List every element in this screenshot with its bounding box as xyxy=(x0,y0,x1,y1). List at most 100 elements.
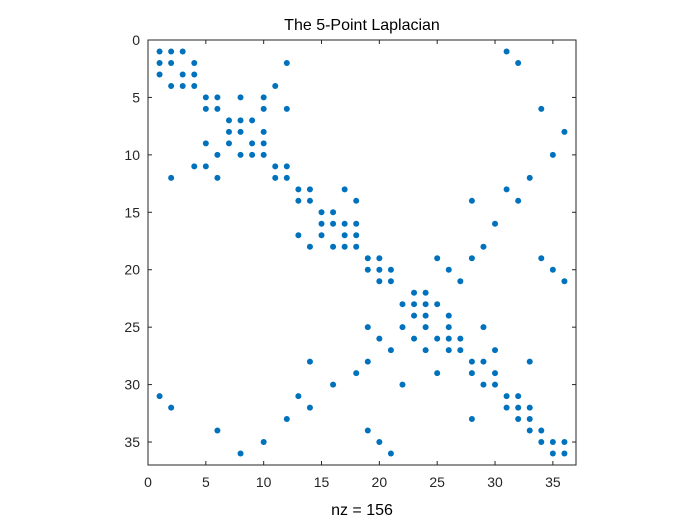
nonzero-point xyxy=(260,151,267,158)
nonzero-point xyxy=(399,381,406,388)
nonzero-point xyxy=(526,416,533,423)
nonzero-point xyxy=(492,347,499,354)
nonzero-point xyxy=(295,197,302,204)
nonzero-point xyxy=(318,209,325,216)
nonzero-point xyxy=(341,220,348,227)
nonzero-point xyxy=(538,255,545,262)
nonzero-point xyxy=(549,151,556,158)
nonzero-point xyxy=(364,358,371,365)
nonzero-point xyxy=(376,266,383,273)
nonzero-point xyxy=(457,347,464,354)
nonzero-point xyxy=(168,404,175,411)
nonzero-point xyxy=(387,278,394,285)
nonzero-point xyxy=(515,197,522,204)
nonzero-point xyxy=(306,404,313,411)
nonzero-point xyxy=(283,163,290,170)
nonzero-point xyxy=(318,232,325,239)
nonzero-point xyxy=(214,151,221,158)
nonzero-point xyxy=(561,450,568,457)
nonzero-point xyxy=(445,324,452,331)
nonzero-point xyxy=(411,289,418,296)
nonzero-point xyxy=(503,48,510,55)
nonzero-point xyxy=(538,439,545,446)
nonzero-point xyxy=(283,59,290,66)
x-tick-label: 25 xyxy=(429,474,445,490)
nonzero-point xyxy=(237,151,244,158)
nonzero-point xyxy=(492,381,499,388)
x-tick-label: 5 xyxy=(202,474,210,490)
points-layer xyxy=(156,48,568,457)
nonzero-point xyxy=(191,59,198,66)
x-tick-label: 0 xyxy=(144,474,152,490)
nonzero-point xyxy=(376,439,383,446)
nonzero-point xyxy=(561,128,568,135)
nonzero-point xyxy=(168,48,175,55)
nonzero-point xyxy=(249,140,256,147)
nonzero-point xyxy=(330,220,337,227)
nonzero-point xyxy=(561,439,568,446)
nonzero-point xyxy=(214,427,221,434)
nonzero-point xyxy=(445,347,452,354)
nonzero-point xyxy=(480,381,487,388)
nonzero-point xyxy=(457,278,464,285)
nonzero-point xyxy=(168,174,175,181)
nonzero-point xyxy=(295,186,302,193)
nonzero-point xyxy=(260,105,267,112)
nonzero-point xyxy=(214,94,221,101)
nonzero-point xyxy=(249,151,256,158)
nonzero-point xyxy=(341,243,348,250)
x-tick-label: 30 xyxy=(487,474,503,490)
nonzero-point xyxy=(399,324,406,331)
nonzero-point xyxy=(549,266,556,273)
nonzero-point xyxy=(549,450,556,457)
nonzero-point xyxy=(202,140,209,147)
y-tick-label: 15 xyxy=(124,204,140,220)
nonzero-point xyxy=(480,324,487,331)
nonzero-point xyxy=(202,163,209,170)
nonzero-point xyxy=(561,278,568,285)
nonzero-point xyxy=(515,404,522,411)
nonzero-point xyxy=(237,128,244,135)
nonzero-point xyxy=(515,416,522,423)
nonzero-point xyxy=(156,393,163,400)
nonzero-point xyxy=(260,140,267,147)
nonzero-point xyxy=(283,105,290,112)
x-tick-label: 35 xyxy=(545,474,561,490)
nonzero-point xyxy=(526,358,533,365)
nonzero-point xyxy=(179,48,186,55)
nonzero-point xyxy=(306,197,313,204)
nonzero-point xyxy=(237,117,244,124)
nonzero-point xyxy=(468,370,475,377)
nonzero-point xyxy=(225,117,232,124)
y-tick-label: 25 xyxy=(124,319,140,335)
nonzero-point xyxy=(364,255,371,262)
nonzero-point xyxy=(214,105,221,112)
y-tick-label: 35 xyxy=(124,434,140,450)
nonzero-point xyxy=(156,59,163,66)
nonzero-point xyxy=(237,450,244,457)
nonzero-point xyxy=(387,266,394,273)
nonzero-point xyxy=(515,393,522,400)
y-tick-label: 5 xyxy=(132,89,140,105)
y-tick-label: 0 xyxy=(132,32,140,48)
nonzero-point xyxy=(225,128,232,135)
nonzero-point xyxy=(422,312,429,319)
nonzero-point xyxy=(249,117,256,124)
nonzero-point xyxy=(526,174,533,181)
chart-title: The 5-Point Laplacian xyxy=(284,17,440,34)
nonzero-point xyxy=(260,128,267,135)
y-tick-label: 30 xyxy=(124,377,140,393)
nonzero-point xyxy=(179,71,186,78)
nonzero-point xyxy=(376,255,383,262)
nonzero-point xyxy=(376,278,383,285)
nonzero-point xyxy=(364,266,371,273)
nonzero-point xyxy=(353,232,360,239)
nonzero-point xyxy=(272,82,279,89)
nonzero-point xyxy=(341,232,348,239)
nonzero-point xyxy=(237,94,244,101)
nonzero-point xyxy=(422,324,429,331)
nonzero-point xyxy=(434,335,441,342)
nonzero-point xyxy=(422,289,429,296)
